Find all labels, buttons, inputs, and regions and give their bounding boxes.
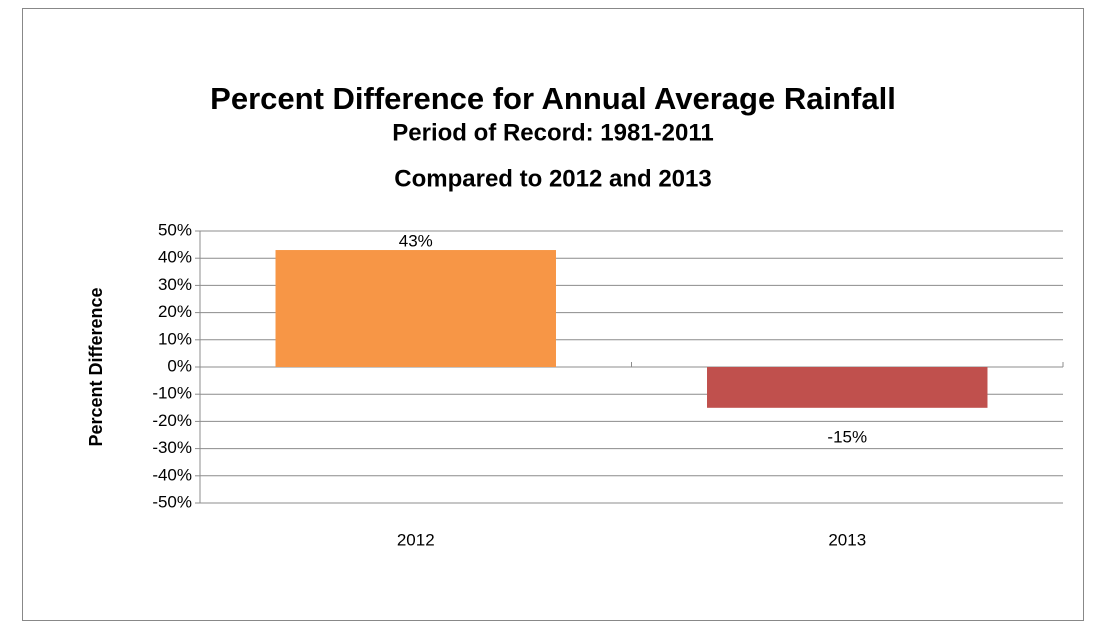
y-tick-label: -20% — [152, 411, 192, 430]
y-tick-label: 20% — [158, 302, 192, 321]
y-tick-label: 50% — [158, 220, 192, 239]
y-tick-label: -10% — [152, 384, 192, 403]
bar — [275, 250, 556, 367]
chart-title: Percent Difference for Annual Average Ra… — [210, 81, 896, 116]
y-tick-label: -40% — [152, 465, 192, 484]
y-tick-label: 40% — [158, 248, 192, 267]
y-tick-label: -30% — [152, 438, 192, 457]
y-tick-label: -50% — [152, 492, 192, 511]
x-tick-label: 2012 — [397, 530, 435, 549]
data-label: 43% — [399, 232, 433, 251]
y-axis-title: Percent Difference — [86, 287, 106, 446]
bar — [707, 367, 988, 408]
y-tick-label: 10% — [158, 329, 192, 348]
x-tick-label: 2013 — [828, 530, 866, 549]
chart-subtitle: Period of Record: 1981-2011 — [392, 119, 713, 146]
y-tick-label: 30% — [158, 275, 192, 294]
chart-subtitle: Compared to 2012 and 2013 — [394, 165, 711, 192]
data-label: -15% — [827, 427, 867, 446]
y-tick-label: 0% — [167, 356, 192, 375]
